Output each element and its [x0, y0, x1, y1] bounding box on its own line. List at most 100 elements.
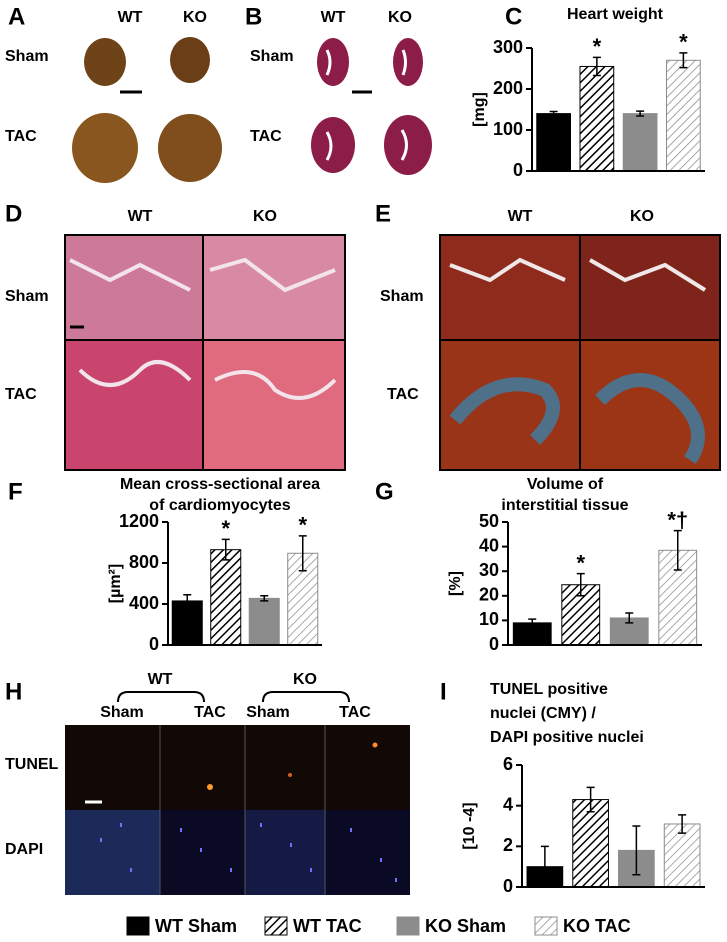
chart-title: nuclei (CMY) /: [490, 705, 596, 722]
tunel-signal: [288, 773, 292, 777]
row-label: TAC: [5, 386, 37, 403]
error-bar: [679, 52, 688, 69]
panel-letter: C: [505, 3, 522, 30]
error-bar: [221, 538, 230, 561]
error-bar: [549, 110, 558, 117]
fibrosis-stain: [449, 373, 705, 464]
legend-label: WT Sham: [155, 916, 237, 936]
significance-mark: *: [576, 550, 585, 575]
column-label: KO: [630, 208, 654, 225]
heart-section: [311, 117, 355, 173]
y-tick-label: 30: [479, 560, 499, 580]
error-bar: [586, 786, 595, 813]
panel-letter: D: [5, 200, 22, 227]
heart-image: [72, 113, 138, 183]
y-axis-label: [10 -4]: [461, 802, 478, 849]
panel-letter: H: [5, 678, 22, 705]
row-label: TUNEL: [5, 756, 59, 773]
y-tick-label: 4: [503, 794, 513, 814]
panel-letter: I: [440, 678, 447, 705]
panel-e: E WT KO Sham TAC: [375, 200, 721, 471]
y-tick-label: 40: [479, 535, 499, 555]
y-tick-label: 6: [503, 754, 513, 774]
panel-letter: E: [375, 200, 391, 227]
column-label: WT: [321, 9, 346, 26]
column-label: WT: [118, 9, 143, 26]
bar: [666, 59, 701, 172]
row-label: Sham: [5, 288, 49, 305]
histology-image: [203, 340, 345, 470]
y-tick-label: 20: [479, 585, 499, 605]
error-bar: [632, 825, 641, 876]
y-tick-label: 1200: [119, 511, 159, 531]
legend-label: KO Sham: [425, 916, 506, 936]
error-bar: [183, 594, 192, 608]
column-label: WT: [128, 208, 153, 225]
bar: [572, 799, 609, 888]
column-label: WT: [508, 208, 533, 225]
y-axis-label: [µm²]: [107, 564, 124, 603]
significance-mark: *†: [667, 507, 688, 532]
panel-b: B WT KO Sham TAC: [245, 3, 432, 175]
y-axis-label: [mg]: [471, 92, 488, 127]
legend-swatch: [126, 916, 150, 936]
fluorescence-image: [65, 725, 410, 810]
chart-title: TUNEL positive: [490, 681, 608, 698]
row-label: TAC: [5, 128, 37, 145]
y-tick-label: 0: [149, 634, 159, 654]
row-label: TAC: [387, 386, 419, 403]
bar: [248, 597, 280, 646]
bar: [579, 65, 615, 172]
error-bar: [576, 572, 585, 597]
panel-a: A WT KO Sham TAC: [5, 3, 222, 183]
tissue-texture: [449, 257, 707, 292]
histology-image: [203, 235, 345, 340]
error-bar: [528, 618, 537, 628]
column-label: TAC: [339, 704, 371, 721]
significance-mark: *: [679, 30, 688, 55]
significance-mark: *: [298, 513, 307, 538]
heart-section: [317, 38, 349, 86]
bar: [536, 113, 571, 172]
heart-section: [393, 38, 423, 86]
y-tick-label: 800: [129, 552, 159, 572]
chart-title: Volume of: [527, 476, 604, 493]
y-axis-label: [%]: [447, 571, 464, 596]
panel-d: D WT KO Sham TAC: [5, 200, 346, 471]
y-tick-label: 200: [493, 78, 523, 98]
histology-image: [65, 340, 203, 470]
panel-h: H WT KO Sham TAC Sham TAC TUNEL DAPI: [5, 671, 410, 895]
column-label: KO: [183, 9, 207, 26]
legend-swatch: [396, 916, 420, 936]
fluorescence-image: [245, 810, 325, 895]
y-tick-label: 50: [479, 511, 499, 531]
row-label: Sham: [380, 288, 424, 305]
heart-image: [84, 38, 126, 86]
y-tick-label: 10: [479, 609, 499, 629]
error-bar: [260, 595, 269, 602]
column-label: KO: [388, 9, 412, 26]
legend-label: KO TAC: [563, 916, 631, 936]
image-frame: [64, 234, 346, 471]
legend-label: WT TAC: [293, 916, 362, 936]
row-label: Sham: [5, 48, 49, 65]
bar: [622, 113, 658, 172]
group-label: KO: [293, 671, 317, 688]
tunel-signal: [207, 784, 213, 790]
panel-letter: G: [375, 478, 394, 505]
tissue-texture: [69, 257, 337, 400]
panel-letter: F: [8, 478, 23, 505]
error-bar: [298, 535, 307, 572]
column-label: KO: [253, 208, 277, 225]
y-tick-label: 2: [503, 835, 513, 855]
chart-title: Heart weight: [567, 6, 664, 23]
histology-image: [65, 235, 203, 340]
significance-mark: *: [593, 34, 602, 59]
y-tick-label: 0: [513, 160, 523, 180]
bar: [210, 549, 242, 646]
group-label: WT: [148, 671, 173, 688]
panel-letter: B: [245, 3, 262, 30]
y-tick-label: 0: [489, 634, 499, 654]
heart-image: [158, 114, 222, 182]
